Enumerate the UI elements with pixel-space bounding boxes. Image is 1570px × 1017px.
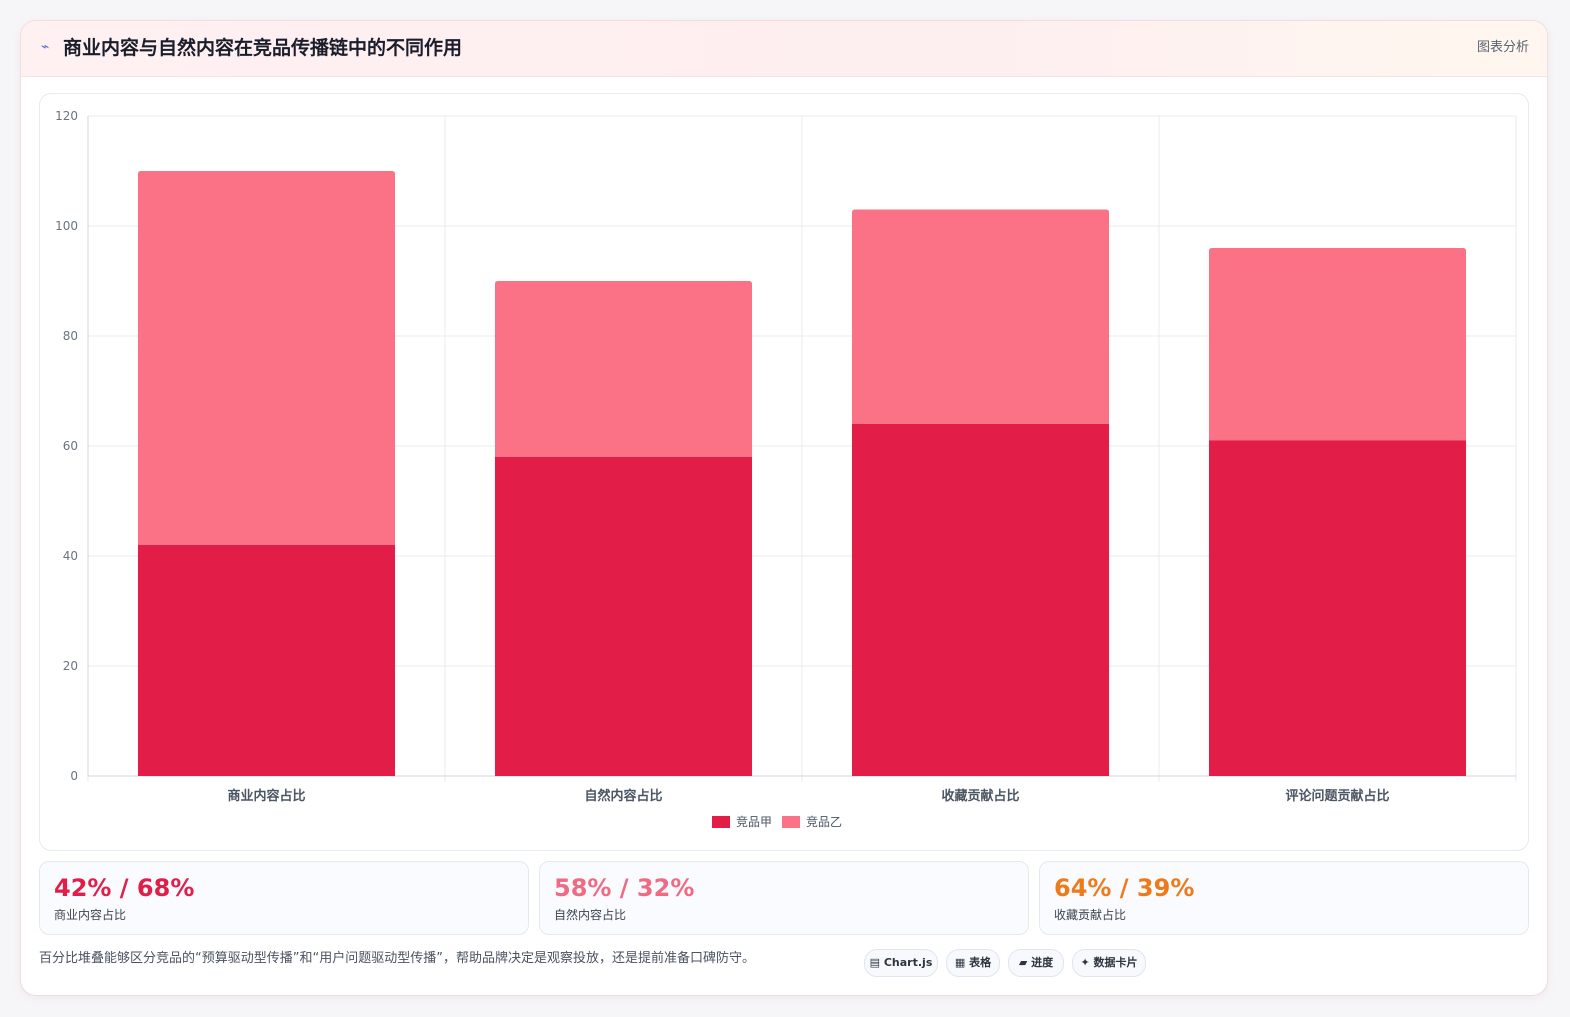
pill-data-card[interactable]: ✦ 数据卡片	[1072, 949, 1146, 977]
chart-icon: ▤	[869, 956, 881, 969]
bar-1-2	[851, 209, 1110, 424]
y-tick-label: 60	[63, 439, 78, 453]
y-tick-label: 120	[55, 109, 78, 123]
legend-label-0: 竞品甲	[736, 815, 772, 829]
stat-card-1: 58% / 32% 自然内容占比	[539, 861, 1029, 935]
bar-0-0	[137, 545, 396, 776]
pill-label: 数据卡片	[1093, 956, 1138, 969]
x-tick-label: 收藏贡献占比	[941, 788, 1019, 804]
legend-swatch-0	[712, 816, 730, 828]
stacked-bar-chart: 0 20 40 60 80 100 120 商业内容占比 自然内容占比 收藏贡献占比 评论问题贡献占…	[55, 109, 1517, 829]
x-tick-label: 自然内容占比	[584, 788, 662, 804]
page-title: 商业内容与自然内容在竞品传播链中的不同作用	[63, 37, 463, 59]
y-tick-label: 40	[63, 549, 78, 563]
chart-analysis-label: 图表分析	[1476, 40, 1529, 55]
stat-label: 商业内容占比	[54, 908, 127, 922]
card-header: ⌁ 商业内容与自然内容在竞品传播链中的不同作用 图表分析	[21, 21, 1547, 77]
stat-value: 58% / 32%	[554, 874, 695, 902]
bar-1-3	[1208, 248, 1467, 441]
x-tick-label: 商业内容占比	[227, 788, 305, 804]
legend-swatch-1	[782, 816, 800, 828]
stat-card-0: 42% / 68% 商业内容占比	[39, 861, 529, 935]
chart-line-icon: ⌁	[41, 39, 50, 55]
bar-0-1	[494, 457, 753, 776]
progress-icon: ▰	[1018, 956, 1028, 969]
chart-card: ⌁ 商业内容与自然内容在竞品传播链中的不同作用 图表分析 0 20 40 60 80 10…	[20, 20, 1548, 996]
x-tick-label: 评论问题贡献占比	[1285, 788, 1389, 804]
bar-0-3	[1208, 440, 1467, 776]
pill-label: 表格	[969, 956, 992, 969]
chart-container: 0 20 40 60 80 100 120 商业内容占比 自然内容占比 收藏贡献占比 评论问题贡献占…	[39, 93, 1529, 851]
bar-1-0	[137, 171, 396, 545]
y-tick-label: 20	[63, 659, 78, 673]
pill-label: 进度	[1031, 956, 1054, 969]
bar-1-1	[494, 281, 753, 457]
stat-value: 42% / 68%	[54, 874, 195, 902]
y-tick-label: 0	[70, 769, 78, 783]
stat-card-2: 64% / 39% 收藏贡献占比	[1039, 861, 1529, 935]
pill-progress[interactable]: ▰ 进度	[1008, 949, 1064, 977]
stat-label: 自然内容占比	[554, 908, 627, 922]
legend-label-1: 竞品乙	[806, 815, 842, 829]
y-tick-label: 100	[55, 219, 78, 233]
footer-description: 百分比堆叠能够区分竞品的“预算驱动型传播”和“用户问题驱动型传播”，帮助品牌决定…	[39, 951, 755, 966]
pill-label: Chart.js	[883, 956, 933, 969]
sparkle-icon: ✦	[1080, 956, 1090, 969]
stat-value: 64% / 39%	[1054, 874, 1195, 902]
table-icon: ▦	[954, 956, 966, 969]
pill-chartjs[interactable]: ▤ Chart.js	[864, 949, 938, 977]
bar-0-2	[851, 424, 1110, 776]
stat-label: 收藏贡献占比	[1054, 908, 1127, 922]
y-tick-label: 80	[63, 329, 78, 343]
pill-table[interactable]: ▦ 表格	[946, 949, 1000, 977]
